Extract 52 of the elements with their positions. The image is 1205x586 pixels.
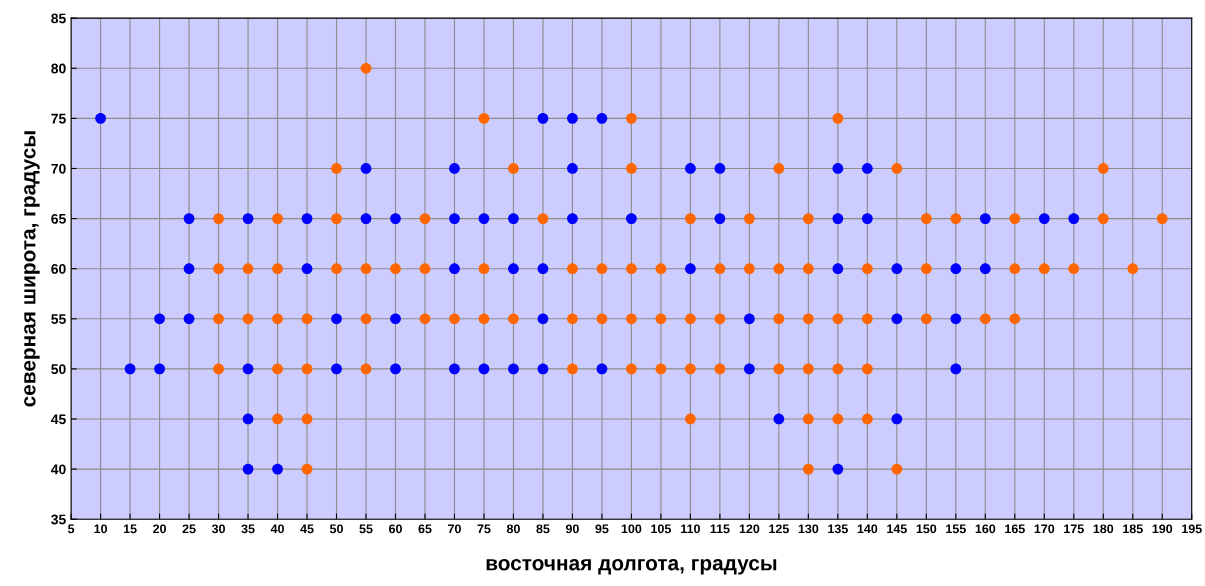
x-tick-label: 125	[769, 524, 789, 534]
x-tick-label: 130	[798, 524, 819, 534]
x-tick-label: 35	[241, 524, 255, 534]
x-tick-label: 115	[710, 524, 730, 534]
x-tick-label: 190	[1152, 524, 1173, 534]
y-tick-label: 85	[51, 13, 66, 24]
y-axis-title: северная широта, градусы	[24, 131, 40, 407]
y-tick-label: 60	[51, 264, 66, 274]
y-tick-label: 55	[51, 314, 66, 324]
x-tick-label: 155	[946, 524, 966, 534]
x-tick-label: 50	[329, 524, 343, 534]
x-tick-label: 165	[1005, 524, 1025, 534]
y-tick-label: 45	[51, 414, 66, 425]
x-tick-label: 40	[270, 524, 284, 534]
x-tick-label: 135	[828, 524, 848, 534]
y-tick-label: 75	[51, 113, 66, 124]
x-tick-label: 85	[536, 524, 550, 534]
x-tick-label: 70	[448, 524, 461, 534]
x-tick-label: 95	[595, 524, 609, 534]
x-tick-label: 160	[975, 524, 996, 534]
x-tick-label: 105	[651, 524, 671, 534]
x-tick-label: 120	[739, 524, 760, 534]
x-tick-label: 65	[418, 524, 432, 534]
y-tick-label: 40	[51, 464, 66, 475]
x-tick-label: 45	[300, 524, 314, 534]
x-tick-label: 145	[887, 524, 907, 534]
x-tick-label: 60	[389, 524, 402, 534]
y-tick-label: 70	[51, 163, 66, 174]
x-tick-label: 20	[153, 524, 167, 534]
x-tick-label: 90	[565, 524, 579, 534]
x-tick-label: 100	[621, 524, 642, 534]
x-tick-label: 80	[506, 524, 520, 534]
y-tick-label: 80	[51, 63, 66, 74]
x-tick-label: 110	[681, 524, 700, 534]
x-tick-label: 10	[94, 524, 108, 534]
x-tick-label: 170	[1034, 524, 1055, 534]
x-tick-label: 5	[68, 524, 75, 534]
x-tick-label: 75	[477, 524, 491, 534]
x-tick-label: 140	[857, 524, 878, 534]
x-tick-label: 30	[211, 524, 225, 534]
y-tick-label: 50	[51, 364, 66, 375]
x-tick-label: 195	[1182, 524, 1202, 534]
x-tick-label: 150	[916, 524, 937, 534]
x-tick-label: 175	[1064, 524, 1084, 534]
x-tick-label: 185	[1123, 524, 1143, 534]
x-tick-label: 55	[359, 524, 373, 534]
x-axis-title: восточная долгота, градусы	[486, 559, 777, 575]
y-tick-label: 65	[51, 213, 66, 224]
x-tick-label: 25	[182, 524, 196, 534]
x-tick-label: 180	[1093, 524, 1114, 534]
x-tick-label: 15	[123, 524, 137, 534]
y-tick-label: 35	[51, 514, 66, 525]
